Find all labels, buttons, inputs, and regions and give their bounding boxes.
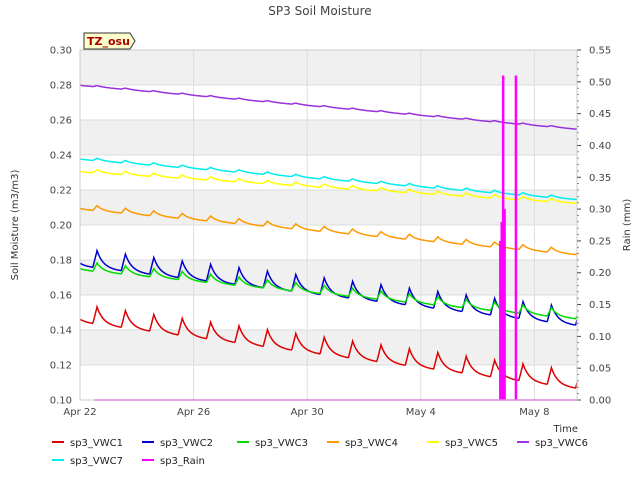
y-axis-ticks: 0.10 0.12 0.14 0.16 0.18 0.20 0.22 0.24 0.26 0.28…	[50, 46, 72, 407]
series-line-sp3_VWC5	[79, 168, 578, 205]
legend-label-sp3_VWC4: sp3_VWC4	[345, 438, 398, 449]
plot-frame	[79, 49, 578, 401]
chart-title: SP3 Soil Moisture	[268, 4, 371, 18]
y-axis-title: Soil Moisture (m3/m3)	[10, 170, 21, 281]
y-tick-label: 0.22	[50, 186, 72, 197]
legend-label-sp3_VWC1: sp3_VWC1	[70, 438, 123, 449]
x-tick-label: Apr 26	[177, 407, 210, 418]
y-tick-label: 0.18	[50, 256, 72, 267]
plot-background	[80, 50, 577, 400]
site-label: TZ_osu	[87, 35, 130, 48]
y2-tick-label: 0.45	[589, 109, 611, 120]
y-tick-label: 0.30	[50, 46, 72, 57]
y2-tick-label: 0.00	[589, 396, 611, 407]
y-tick-label: 0.10	[50, 396, 72, 407]
legend: sp3_VWC1 sp3_VWC2 sp3_VWC3 sp3_VWC4 sp3_VWC5…	[52, 438, 588, 467]
y2-tick-label: 0.15	[589, 300, 611, 311]
legend-label-sp3_VWC7: sp3_VWC7	[70, 456, 123, 467]
plot-band	[80, 155, 577, 190]
x-tick-label: May 4	[406, 407, 436, 418]
x-axis-ticks: Apr 22 Apr 26 Apr 30 May 4 May 8	[63, 407, 549, 418]
y2-tick-label: 0.20	[589, 268, 611, 279]
y2-tick-label: 0.55	[589, 46, 611, 57]
y2-tick-label: 0.50	[589, 77, 611, 88]
site-label-box: TZ_osu	[83, 32, 136, 50]
y-tick-label: 0.20	[50, 221, 72, 232]
y2-axis-title: Rain (mm)	[622, 199, 633, 252]
plot-band	[80, 120, 577, 155]
plot-band	[80, 260, 577, 295]
y2-tick-label: 0.40	[589, 141, 611, 152]
series-line-sp3_VWC7	[79, 157, 578, 201]
y-tick-label: 0.28	[50, 81, 72, 92]
y2-tick-label: 0.10	[589, 332, 611, 343]
series-line-sp3_VWC1	[79, 304, 578, 389]
plot-band	[80, 85, 577, 120]
x-tick-label: May 8	[519, 407, 549, 418]
series-line-sp3_VWC3	[79, 261, 578, 320]
y-tick-label: 0.24	[50, 151, 72, 162]
series-line-sp3_VWC2	[79, 248, 578, 326]
y2-tick-label: 0.35	[589, 173, 611, 184]
y-tick-label: 0.26	[50, 116, 72, 127]
x-tick-label: Apr 30	[291, 407, 324, 418]
series-line-sp3_VWC6	[80, 84, 578, 130]
legend-label-sp3_VWC5: sp3_VWC5	[445, 438, 498, 449]
y-tick-label: 0.12	[50, 361, 72, 372]
x-axis-title: Time	[553, 424, 578, 435]
legend-label-sp3_Rain: sp3_Rain	[160, 456, 205, 467]
legend-label-sp3_VWC3: sp3_VWC3	[255, 438, 308, 449]
plot-band	[80, 365, 577, 400]
y2-tick-label: 0.30	[589, 205, 611, 216]
y2-tick-label: 0.05	[589, 364, 611, 375]
legend-label-sp3_VWC6: sp3_VWC6	[535, 438, 588, 449]
y-tick-label: 0.16	[50, 291, 72, 302]
series-line-sp3_VWC4	[79, 204, 578, 256]
y-tick-label: 0.14	[50, 326, 72, 337]
plot-band	[80, 50, 577, 85]
x-tick-label: Apr 22	[63, 407, 96, 418]
legend-label-sp3_VWC2: sp3_VWC2	[160, 438, 213, 449]
y2-tick-label: 0.25	[589, 236, 611, 247]
y2-axis-ticks: 0.00 0.05 0.10 0.15 0.20 0.25 0.30 0.35 0.40 0.45…	[577, 46, 611, 407]
